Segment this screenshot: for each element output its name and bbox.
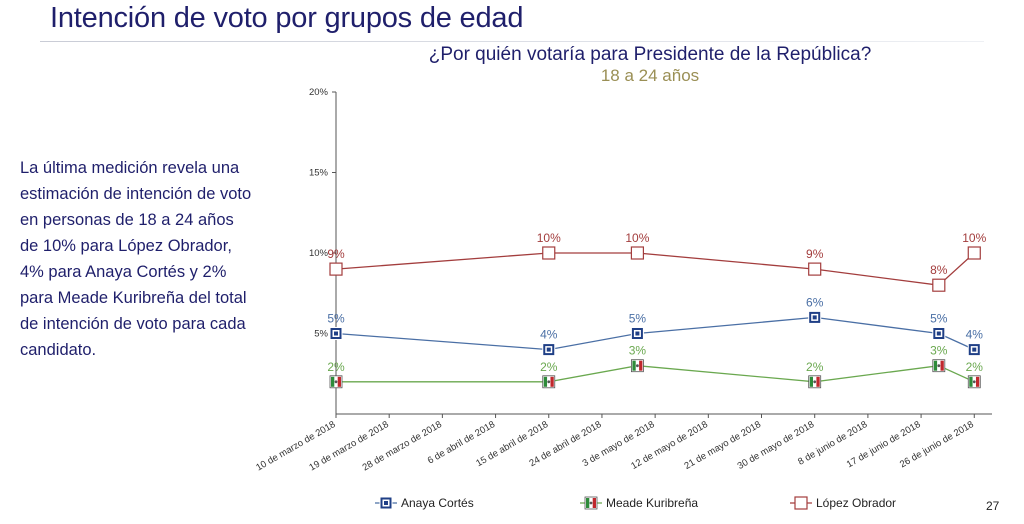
data-label: 4% <box>540 328 558 342</box>
chart-subtitle: 18 a 24 años <box>600 66 700 85</box>
pri-logo-icon <box>584 496 598 510</box>
summary-text: La última medición revela una estimación… <box>20 159 252 359</box>
legend-label: Meade Kuribreña <box>606 496 698 510</box>
data-label: 2% <box>540 360 558 374</box>
page-number: 27 <box>986 499 1000 513</box>
pan-logo-icon <box>542 343 556 357</box>
pri-logo-icon <box>329 375 343 389</box>
hollow-square-icon <box>542 246 556 260</box>
series-line-1 <box>336 365 975 383</box>
data-label: 8% <box>930 263 948 277</box>
data-label: 2% <box>327 360 345 374</box>
data-label: 2% <box>806 360 824 374</box>
pri-logo-icon <box>542 375 556 389</box>
hollow-square-icon <box>630 246 645 260</box>
pri-logo-icon <box>808 375 822 389</box>
data-label: 3% <box>930 344 948 358</box>
data-label: 2% <box>966 360 984 374</box>
y-tick-label: 15% <box>309 168 329 179</box>
chart-title: ¿Por quién votaría para Presidente de la… <box>428 44 872 65</box>
hollow-square-icon <box>967 246 981 260</box>
slide-title: Intención de voto por grupos de edad <box>50 2 524 34</box>
hollow-square-icon <box>794 496 808 510</box>
data-label: 9% <box>806 247 824 261</box>
data-label: 5% <box>629 312 647 326</box>
data-label: 10% <box>962 231 986 245</box>
y-tick-label: 20% <box>309 87 329 98</box>
pan-logo-icon <box>808 310 822 324</box>
data-label: 10% <box>625 231 649 245</box>
data-label: 5% <box>327 312 345 326</box>
legend-label: Anaya Cortés <box>401 496 474 510</box>
data-label: 10% <box>537 231 561 245</box>
pan-logo-icon <box>932 327 946 340</box>
pri-logo-icon <box>631 359 644 373</box>
pri-logo-icon <box>967 375 981 389</box>
pan-logo-icon <box>967 343 981 357</box>
data-label: 6% <box>806 295 824 309</box>
data-label: 9% <box>327 247 345 261</box>
y-tick-label: 10% <box>309 248 329 259</box>
pri-logo-icon <box>932 359 946 373</box>
hollow-square-icon <box>329 262 343 276</box>
hollow-square-icon <box>932 278 946 292</box>
title-divider <box>40 41 984 42</box>
data-label: 4% <box>966 328 984 342</box>
series-line-0 <box>335 316 975 351</box>
legend-label: López Obrador <box>816 496 896 510</box>
y-tick-label: 5% <box>314 329 328 340</box>
pan-logo-icon <box>329 327 343 340</box>
pan-logo-icon <box>630 327 644 340</box>
data-label: 3% <box>629 344 647 358</box>
hollow-square-icon <box>808 262 822 276</box>
pan-logo-icon <box>379 496 393 510</box>
series-line-2 <box>335 252 975 286</box>
data-label: 5% <box>930 312 948 326</box>
